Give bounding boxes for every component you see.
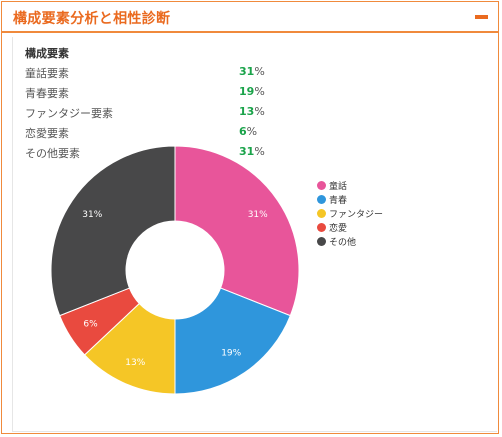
donut-chart: 31% 19% 13% 6% 31% bbox=[50, 145, 300, 395]
list-item: 恋愛要素 6% bbox=[25, 125, 325, 141]
slice-label: 31% bbox=[248, 210, 268, 220]
list-item: 童話要素 31% bbox=[25, 65, 325, 81]
list-item: ファンタジー要素 13% bbox=[25, 105, 325, 121]
legend-swatch bbox=[317, 223, 326, 232]
collapse-icon[interactable] bbox=[475, 15, 488, 19]
item-label: 童話要素 bbox=[25, 67, 69, 80]
slice-label: 19% bbox=[221, 349, 241, 359]
panel-body: 構成要素 童話要素 31% 青春要素 19% ファンタジー要素 13% 恋愛要素… bbox=[12, 37, 497, 432]
item-value: 19% bbox=[239, 85, 265, 98]
slice-label: 13% bbox=[125, 358, 145, 368]
slice-label: 31% bbox=[82, 210, 102, 220]
legend-swatch bbox=[317, 209, 326, 218]
item-label: 青春要素 bbox=[25, 87, 69, 100]
item-label: 恋愛要素 bbox=[25, 127, 69, 140]
section-title: 構成要素 bbox=[25, 47, 69, 60]
item-number: 19 bbox=[239, 85, 255, 98]
item-unit: % bbox=[254, 85, 265, 98]
item-number: 31 bbox=[239, 145, 255, 158]
panel-header: 構成要素分析と相性診断 bbox=[2, 2, 498, 33]
legend-swatch bbox=[317, 181, 326, 190]
legend-label: 恋愛 bbox=[329, 224, 348, 234]
item-label: その他要素 bbox=[25, 147, 80, 160]
item-value: 31% bbox=[239, 65, 265, 78]
item-unit: % bbox=[254, 105, 265, 118]
legend-swatch bbox=[317, 195, 326, 204]
item-value: 6% bbox=[239, 125, 257, 138]
item-value: 31% bbox=[239, 145, 265, 158]
item-number: 13 bbox=[239, 105, 255, 118]
donut-slice[interactable] bbox=[50, 145, 176, 317]
list-item: 青春要素 19% bbox=[25, 85, 325, 101]
donut-slice[interactable] bbox=[174, 145, 300, 317]
legend-label: 青春 bbox=[329, 196, 348, 206]
legend-swatch bbox=[317, 237, 326, 246]
slice-label: 6% bbox=[83, 320, 98, 330]
donut-slice[interactable] bbox=[174, 287, 291, 395]
item-unit: % bbox=[254, 145, 265, 158]
item-label: ファンタジー要素 bbox=[25, 107, 113, 120]
panel-title: 構成要素分析と相性診断 bbox=[13, 11, 171, 27]
legend-label: 童話 bbox=[329, 182, 348, 192]
legend-label: その他 bbox=[329, 238, 357, 248]
item-value: 13% bbox=[239, 105, 265, 118]
item-unit: % bbox=[246, 125, 258, 138]
legend-label: ファンタジー bbox=[329, 210, 384, 220]
item-number: 31 bbox=[239, 65, 255, 78]
item-unit: % bbox=[254, 65, 265, 78]
list-item: その他要素 31% bbox=[25, 145, 325, 161]
item-number: 6 bbox=[239, 125, 247, 138]
